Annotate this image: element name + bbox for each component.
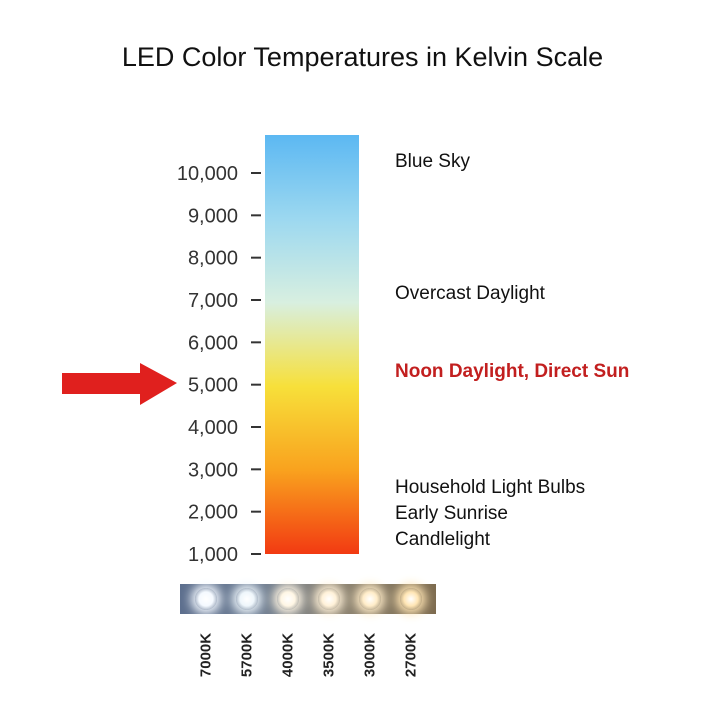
tick-label: 10,000 — [177, 163, 238, 185]
annotation-blue-sky: Blue Sky — [395, 151, 470, 172]
tick-label: 9,000 — [188, 205, 238, 227]
led-light-icon — [318, 588, 340, 610]
led-light-icon — [236, 588, 258, 610]
tick-label: 1,000 — [188, 544, 238, 566]
tick-label: 8,000 — [188, 248, 238, 270]
led-label: 5700K — [238, 632, 256, 678]
annotation-household-bulbs: Household Light Bulbs — [395, 477, 586, 498]
led-label: 3500K — [320, 632, 338, 678]
led-light-icon — [195, 588, 217, 610]
led-label: 3000K — [361, 632, 379, 678]
tick-label: 4,000 — [188, 417, 238, 439]
tick-label: 6,000 — [188, 332, 238, 354]
led-light-icon — [400, 588, 422, 610]
tick-label: 3,000 — [188, 459, 238, 481]
tick-label: 2,000 — [188, 502, 238, 524]
tick-label: 5,000 — [188, 375, 238, 397]
highlight-arrow-icon — [62, 363, 177, 405]
led-light-icon — [277, 588, 299, 610]
led-strip — [180, 584, 436, 614]
color-temperature-bar — [265, 135, 359, 554]
annotation-early-sunrise: Early Sunrise — [395, 503, 508, 524]
tick-label: 7,000 — [188, 290, 238, 312]
led-light-icon — [359, 588, 381, 610]
diagram-title: LED Color Temperatures in Kelvin Scale — [121, 42, 604, 72]
led-label: 4000K — [279, 632, 297, 678]
led-label: 2700K — [402, 632, 420, 678]
annotation-overcast-daylight: Overcast Daylight — [395, 283, 545, 304]
annotation-noon-daylight: Noon Daylight, Direct Sun — [395, 361, 630, 382]
annotation-candlelight: Candlelight — [395, 529, 491, 550]
led-label: 7000K — [197, 632, 215, 678]
